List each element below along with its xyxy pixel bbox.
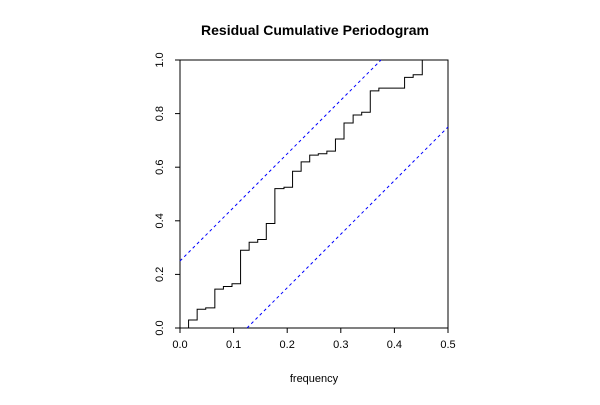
y-tick-label: 1.0 xyxy=(154,52,166,67)
x-tick-label: 0.3 xyxy=(333,339,348,351)
lower-confidence-bound-line xyxy=(246,126,449,329)
y-tick-label: 0.0 xyxy=(154,320,166,335)
x-tick-label: 0.1 xyxy=(226,339,241,351)
y-tick-label: 0.8 xyxy=(154,106,166,121)
x-tick-label: 0.5 xyxy=(440,339,455,351)
x-tick-label: 0.4 xyxy=(387,339,402,351)
cumulative-periodogram-step-line xyxy=(180,59,448,329)
x-axis-label: frequency xyxy=(290,373,339,385)
chart-title: Residual Cumulative Periodogram xyxy=(201,22,429,38)
x-tick-label: 0.0 xyxy=(172,339,187,351)
y-tick-label: 0.4 xyxy=(154,213,166,228)
y-tick-label: 0.2 xyxy=(154,267,166,282)
x-axis: 0.0 0.1 0.2 0.3 0.4 0.5 xyxy=(172,328,456,351)
series-layer xyxy=(179,59,449,329)
plot-area-frame xyxy=(179,59,449,329)
y-axis: 0.0 0.2 0.4 0.6 0.8 1.0 xyxy=(154,52,180,336)
x-tick-label: 0.2 xyxy=(280,339,295,351)
y-tick-label: 0.6 xyxy=(154,160,166,175)
upper-confidence-bound-line xyxy=(179,59,382,262)
